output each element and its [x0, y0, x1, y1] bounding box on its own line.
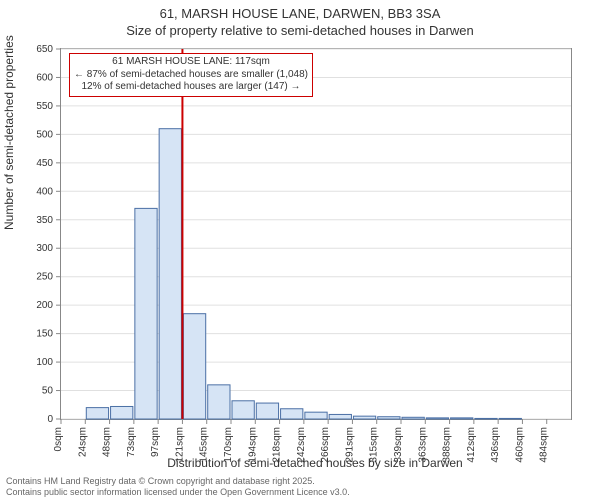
y-axis-label: Number of semi-detached properties: [2, 35, 16, 230]
y-tick-label: 50: [42, 386, 54, 397]
histogram-bar: [208, 385, 230, 419]
x-tick-label: 0sqm: [53, 427, 64, 451]
footer-line1: Contains HM Land Registry data © Crown c…: [6, 476, 350, 487]
y-tick-label: 350: [36, 215, 53, 226]
histogram-bar: [402, 417, 424, 419]
histogram-bar: [475, 418, 497, 419]
histogram-bar: [353, 416, 375, 419]
histogram-bar: [378, 417, 400, 419]
footer-line2: Contains public sector information licen…: [6, 487, 350, 498]
y-tick-label: 150: [36, 329, 53, 340]
histogram-bar: [426, 418, 448, 419]
callout-line3: 12% of semi-detached houses are larger (…: [74, 81, 308, 94]
y-tick-label: 450: [36, 158, 53, 169]
histogram-bar: [451, 418, 473, 419]
histogram-bar: [329, 414, 351, 419]
x-axis-label: Distribution of semi-detached houses by …: [60, 456, 570, 470]
histogram-bar: [183, 314, 205, 419]
histogram-bar: [281, 409, 303, 419]
y-tick-label: 650: [36, 44, 53, 55]
y-tick-label: 550: [36, 101, 53, 112]
chart-plot-area: 050100150200250300350400450500550600650 …: [60, 48, 572, 420]
y-tick-label: 250: [36, 272, 53, 283]
y-tick-label: 0: [47, 414, 53, 425]
histogram-bar: [86, 408, 108, 419]
histogram-bar: [256, 403, 278, 419]
histogram-bar: [499, 418, 521, 419]
marker-callout: 61 MARSH HOUSE LANE: 117sqm ← 87% of sem…: [69, 53, 313, 97]
histogram-bar: [232, 401, 254, 419]
y-tick-label: 500: [36, 129, 53, 140]
callout-line2: ← 87% of semi-detached houses are smalle…: [74, 69, 308, 82]
y-tick-label: 100: [36, 357, 53, 368]
y-tick-label: 300: [36, 243, 53, 254]
y-tick-label: 400: [36, 186, 53, 197]
histogram-bar: [159, 129, 181, 419]
y-tick-label: 600: [36, 72, 53, 83]
chart-title-line1: 61, MARSH HOUSE LANE, DARWEN, BB3 3SA: [0, 6, 600, 23]
histogram-bar: [305, 412, 327, 419]
histogram-bar: [111, 406, 133, 419]
x-tick-label: 97sqm: [150, 427, 161, 457]
histogram-bar: [135, 208, 157, 419]
x-tick-label: 73sqm: [126, 427, 137, 457]
x-tick-label: 48sqm: [102, 427, 113, 457]
footer-attribution: Contains HM Land Registry data © Crown c…: [6, 476, 350, 498]
y-tick-label: 200: [36, 300, 53, 311]
chart-title-line2: Size of property relative to semi-detach…: [0, 23, 600, 40]
callout-line1: 61 MARSH HOUSE LANE: 117sqm: [74, 56, 308, 69]
x-tick-label: 24sqm: [77, 427, 88, 457]
